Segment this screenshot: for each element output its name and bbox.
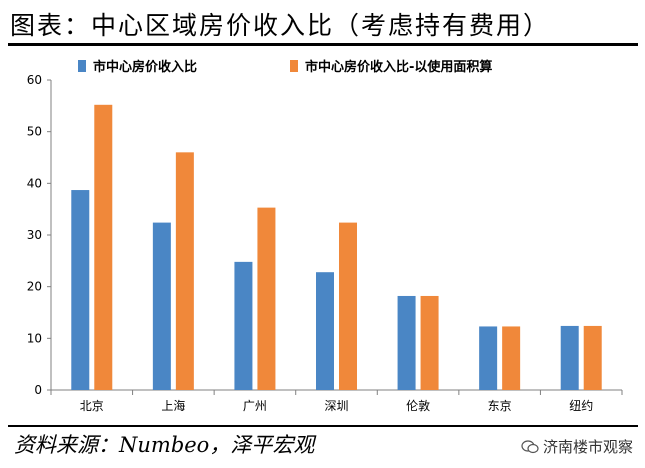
y-tick-label: 40 — [27, 176, 42, 190]
bar — [152, 222, 171, 390]
bar — [583, 325, 602, 390]
legend-label-series1: 市中心房价收入比 — [93, 60, 198, 75]
bars — [71, 104, 602, 391]
bar — [316, 272, 334, 390]
x-tick-label: 东京 — [488, 399, 512, 413]
watermark: 济南楼市观察 — [521, 436, 633, 457]
x-tick-label: 伦敦 — [406, 398, 430, 413]
x-tick-label: 上海 — [161, 398, 185, 413]
legend-swatch-series2 — [290, 59, 298, 72]
bar — [234, 261, 253, 390]
bar — [257, 207, 276, 390]
tick-labels: 0 10 20 30 40 50 60 北京 上海 广州 深圳 伦敦 东京 纽约 — [27, 73, 594, 413]
bar — [479, 326, 498, 390]
legend-item-series2: 市中心房价收入比-以使用面积算 — [290, 56, 492, 75]
bar — [71, 190, 90, 390]
title-divider — [8, 43, 638, 46]
bar — [560, 325, 579, 390]
wechat-icon — [521, 439, 539, 453]
y-tick-label: 10 — [27, 331, 42, 345]
legend-label-series2: 市中心房价收入比-以使用面积算 — [305, 60, 493, 75]
y-tick-label: 0 — [34, 383, 42, 397]
bar — [175, 152, 194, 390]
footer-divider — [8, 425, 638, 427]
bar — [420, 295, 439, 390]
bar — [397, 295, 416, 390]
x-tick-label: 北京 — [80, 399, 104, 413]
y-tick-label: 30 — [27, 228, 42, 242]
x-tick-label: 纽约 — [569, 398, 593, 413]
source-note: 资料来源：Numbeo，泽平宏观 — [14, 433, 315, 457]
bar — [502, 326, 521, 390]
bar — [94, 104, 113, 391]
legend-item-series1: 市中心房价收入比 — [78, 56, 197, 75]
y-tick-label: 60 — [27, 73, 42, 87]
legend-swatch-series1 — [78, 59, 86, 72]
y-tick-label: 50 — [27, 125, 42, 139]
chart-title: 图表：中心区域房价收入比（考虑持有费用） — [10, 11, 551, 40]
watermark-text: 济南楼市观察 — [542, 438, 633, 456]
bar — [339, 222, 357, 390]
x-tick-label: 广州 — [243, 399, 267, 413]
axes — [47, 79, 623, 395]
y-tick-label: 20 — [27, 280, 42, 294]
x-tick-label: 深圳 — [324, 399, 348, 413]
